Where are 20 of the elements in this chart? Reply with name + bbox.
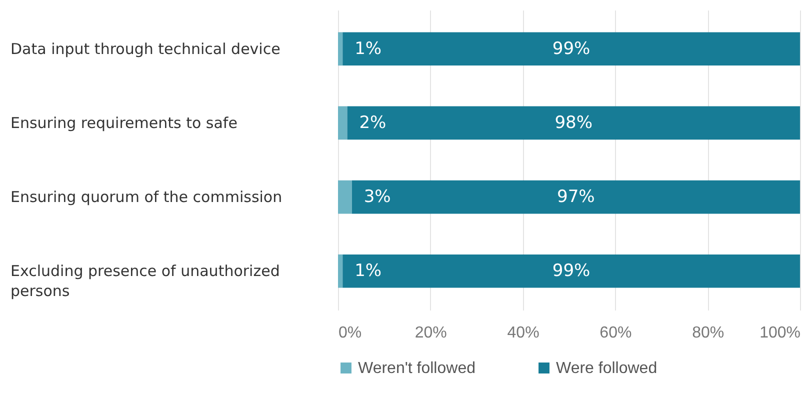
data-label: 1% bbox=[354, 38, 382, 59]
legend-label: Were followed bbox=[556, 360, 658, 377]
data-label: 3% bbox=[364, 187, 391, 208]
data-label: 97% bbox=[557, 187, 595, 208]
data-label: 98% bbox=[554, 112, 593, 133]
data-label: 2% bbox=[359, 112, 386, 133]
x-tick-label: 60% bbox=[600, 324, 632, 342]
y-tick-label: Data input through technical device bbox=[10, 40, 280, 58]
x-tick-label: 80% bbox=[692, 324, 724, 342]
y-tick-label: Ensuring quorum of the commission bbox=[10, 188, 282, 206]
data-label: 99% bbox=[552, 38, 590, 59]
y-tick-label: Excluding presence of unauthorized persons bbox=[10, 262, 280, 300]
x-tick-label: 40% bbox=[507, 324, 540, 342]
y-tick-label: Ensuring requirements to safe bbox=[10, 114, 238, 132]
x-tick-label: 0% bbox=[338, 324, 362, 342]
data-label: 99% bbox=[552, 261, 590, 282]
data-label: 1% bbox=[354, 261, 382, 282]
x-tick-label: 20% bbox=[414, 324, 447, 342]
legend-label: Weren't followed bbox=[358, 360, 476, 377]
x-tick-label: 100% bbox=[760, 324, 800, 342]
